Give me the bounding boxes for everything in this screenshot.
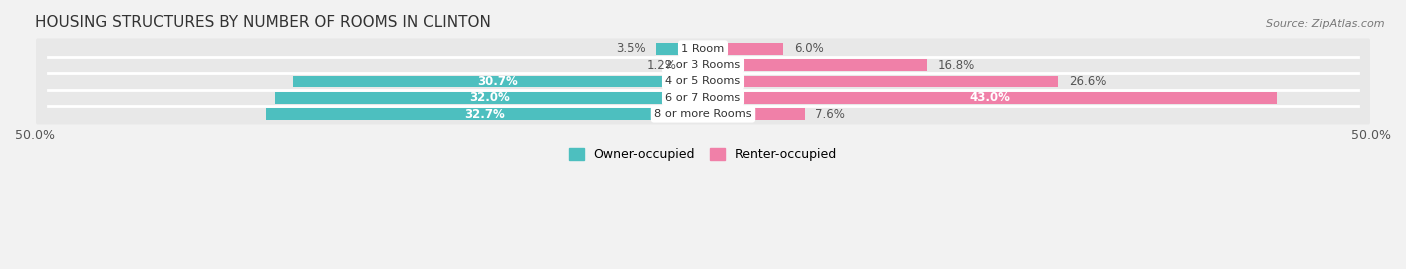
FancyBboxPatch shape — [37, 87, 1369, 108]
Bar — [292, 76, 703, 87]
Bar — [657, 43, 703, 55]
Legend: Owner-occupied, Renter-occupied: Owner-occupied, Renter-occupied — [564, 143, 842, 166]
FancyBboxPatch shape — [37, 71, 1369, 92]
Text: 26.6%: 26.6% — [1069, 75, 1107, 88]
Text: 3.5%: 3.5% — [616, 42, 645, 55]
FancyBboxPatch shape — [37, 55, 1369, 75]
Bar — [276, 92, 703, 104]
Text: 43.0%: 43.0% — [970, 91, 1011, 104]
Bar — [703, 76, 1059, 87]
Text: 1 Room: 1 Room — [682, 44, 724, 54]
Text: 32.7%: 32.7% — [464, 108, 505, 121]
Bar — [703, 108, 804, 120]
Bar — [703, 59, 928, 71]
Text: 16.8%: 16.8% — [938, 59, 976, 72]
FancyBboxPatch shape — [37, 38, 1369, 59]
Bar — [703, 92, 1278, 104]
Text: Source: ZipAtlas.com: Source: ZipAtlas.com — [1267, 19, 1385, 29]
Text: 4 or 5 Rooms: 4 or 5 Rooms — [665, 76, 741, 86]
Bar — [266, 108, 703, 120]
Bar — [688, 59, 703, 71]
Text: HOUSING STRUCTURES BY NUMBER OF ROOMS IN CLINTON: HOUSING STRUCTURES BY NUMBER OF ROOMS IN… — [35, 15, 491, 30]
Text: 7.6%: 7.6% — [815, 108, 845, 121]
Text: 8 or more Rooms: 8 or more Rooms — [654, 109, 752, 119]
Text: 30.7%: 30.7% — [478, 75, 519, 88]
Text: 1.2%: 1.2% — [647, 59, 676, 72]
Text: 32.0%: 32.0% — [468, 91, 509, 104]
Text: 6 or 7 Rooms: 6 or 7 Rooms — [665, 93, 741, 103]
Bar — [703, 43, 783, 55]
Text: 2 or 3 Rooms: 2 or 3 Rooms — [665, 60, 741, 70]
Text: 6.0%: 6.0% — [794, 42, 824, 55]
FancyBboxPatch shape — [37, 104, 1369, 125]
